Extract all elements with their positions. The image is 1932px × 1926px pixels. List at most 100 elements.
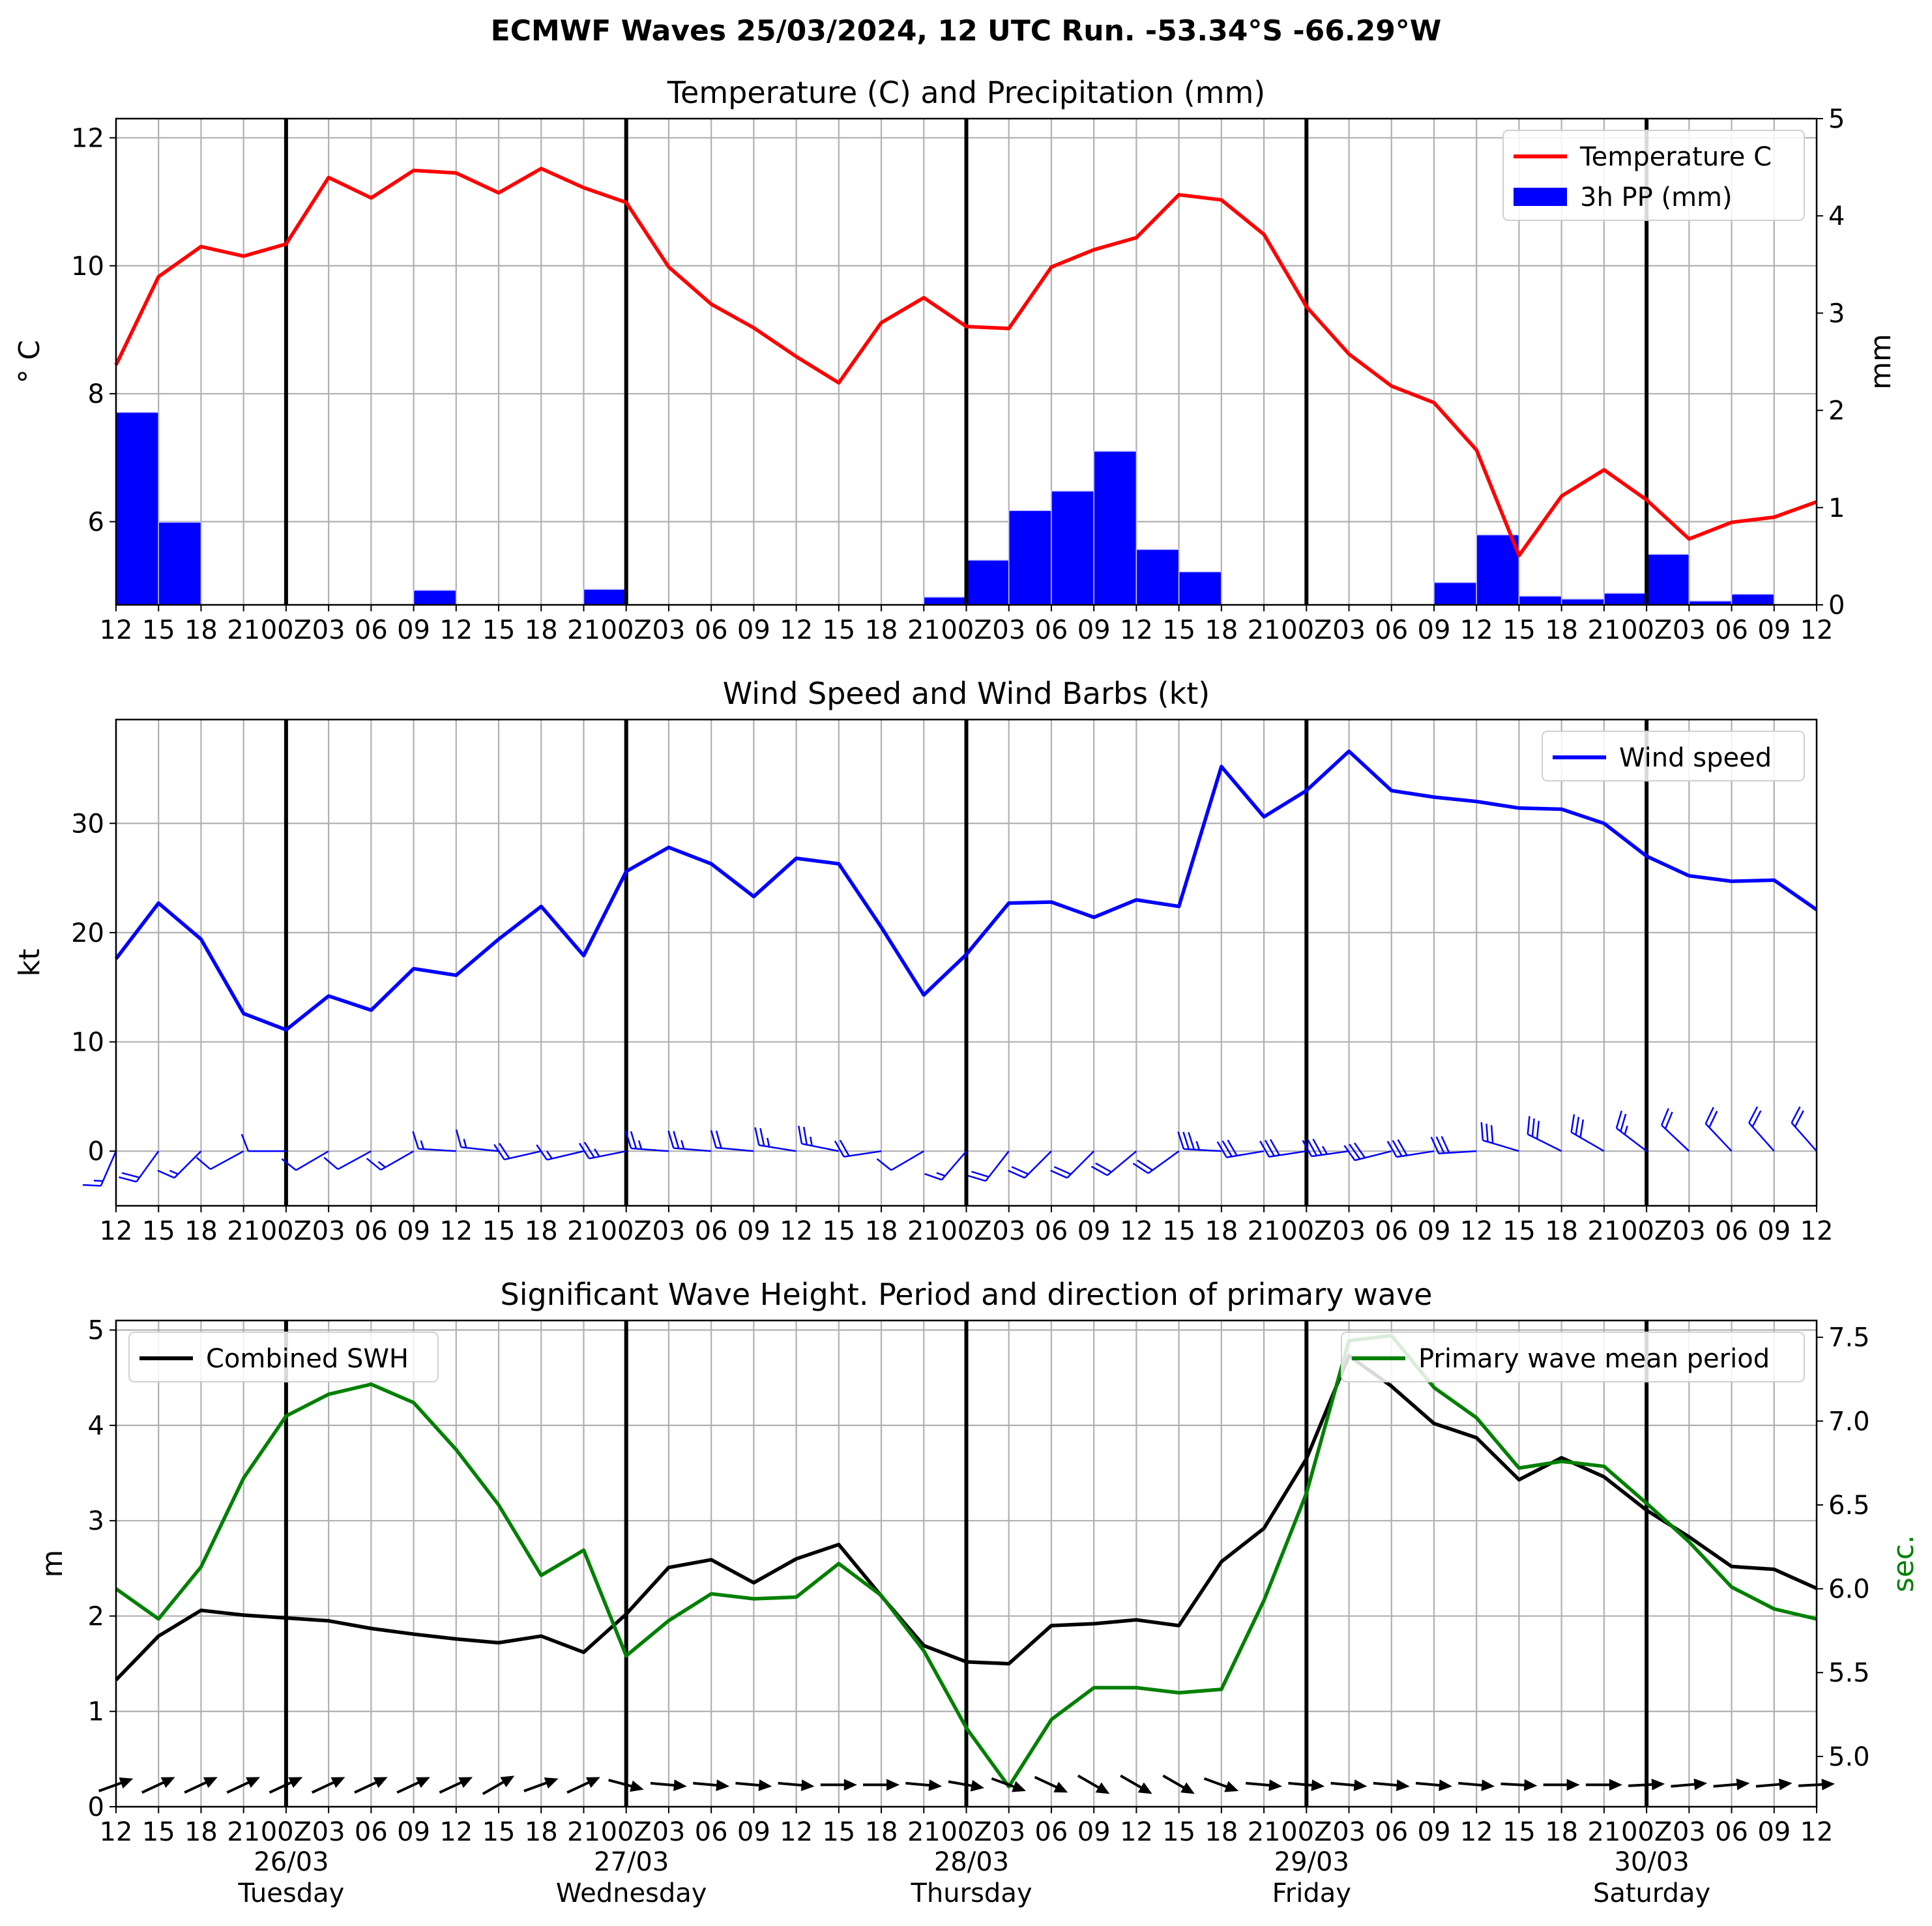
y2-tick-label: 2 (1828, 396, 1845, 426)
date-label: 29/03 (1274, 1847, 1349, 1877)
barb-shaft (890, 1150, 924, 1171)
barb-flag (498, 1143, 510, 1159)
x-tick-label: 18 (525, 1817, 558, 1847)
series-line (115, 1354, 1818, 1682)
x-tick-label: 06 (1375, 615, 1408, 645)
x-tick-label: 12 (780, 1817, 813, 1847)
x-tick-label: 06 (695, 1817, 728, 1847)
y-tick-label: 1 (88, 1697, 104, 1727)
y2-tick-label: 1 (1828, 493, 1845, 523)
wind-barb (667, 1130, 712, 1152)
y-tick-label: 2 (88, 1601, 104, 1631)
x-tick-label: 06 (1034, 615, 1068, 645)
arrow-head (1353, 1779, 1368, 1792)
arrow-shaft (948, 1780, 974, 1788)
arrow-shaft (1203, 1777, 1229, 1789)
x-tick-label: 06 (355, 615, 388, 645)
arrow-head (800, 1779, 815, 1792)
x-tick-label: 15 (1162, 1817, 1195, 1847)
barb-flag (936, 1172, 946, 1177)
precip-bar (923, 596, 967, 606)
arrow-shaft (566, 1780, 592, 1794)
y-tick-label: 0 (88, 1137, 104, 1167)
arrow-head (1821, 1778, 1835, 1790)
x-tick-label: 21 (567, 615, 600, 645)
wind-barb (1007, 1150, 1052, 1179)
barb-flag (1343, 1145, 1356, 1161)
arrow-head (330, 1777, 345, 1788)
x-tick-label: 21 (907, 1817, 941, 1847)
x-tick-label: 15 (822, 615, 855, 645)
y-tick-label: 10 (71, 1028, 104, 1058)
barb-flag (455, 1129, 462, 1148)
barb-flag (169, 1169, 179, 1175)
barb-flag (1188, 1131, 1195, 1150)
wave-direction-arrow (905, 1779, 943, 1792)
barb-flag (1430, 1136, 1440, 1154)
x-tick-label: 12 (100, 615, 133, 645)
barb-flag (876, 1158, 892, 1171)
barb-shaft (1354, 1150, 1392, 1161)
barb-flag (594, 1148, 600, 1158)
arrow-shaft (1034, 1775, 1059, 1790)
wind-barb (754, 1127, 797, 1152)
barb-shaft (1571, 1131, 1605, 1152)
wind-barb (876, 1150, 924, 1171)
barb-flag (715, 1130, 722, 1148)
barb-shaft (1024, 1150, 1052, 1179)
x-tick-label: 00Z (261, 1817, 312, 1847)
y2-tick-label: 7.0 (1828, 1407, 1870, 1437)
x-tick-label: 09 (1077, 1817, 1111, 1847)
x-tick-label: 09 (397, 615, 430, 645)
arrow-shaft (396, 1780, 422, 1794)
y2-tick-label: 5.0 (1828, 1742, 1870, 1772)
barb-flag (1624, 1126, 1628, 1135)
barb-flag (1095, 1162, 1112, 1173)
wave-direction-arrow (439, 1777, 473, 1794)
x-tick-label: 03 (992, 1817, 1025, 1847)
barb-flag (637, 1140, 643, 1150)
wind-barb (1343, 1142, 1392, 1161)
arrow-head (1693, 1778, 1708, 1790)
x-tick-label: 21 (1248, 1216, 1281, 1246)
barb-shaft (1791, 1122, 1817, 1152)
wind-barb (1705, 1107, 1733, 1152)
arrow-head (1095, 1782, 1110, 1794)
wind-barb (1527, 1116, 1562, 1152)
x-tick-label: 15 (822, 1216, 855, 1246)
precip-bar (1433, 581, 1477, 606)
wind-barb (624, 1130, 669, 1152)
arrow-shaft (482, 1779, 506, 1796)
barb-shaft (1661, 1124, 1690, 1152)
wave-direction-arrow (1458, 1779, 1495, 1792)
panel-title: Significant Wave Height. Period and dire… (501, 1277, 1433, 1312)
barb-flag (1353, 1142, 1366, 1159)
wind-barb (1386, 1139, 1435, 1158)
arrow-shaft (1246, 1781, 1272, 1787)
x-tick-label: 15 (482, 1817, 516, 1847)
x-tick-label: 06 (1034, 1817, 1068, 1847)
barb-flag (1536, 1120, 1540, 1139)
x-tick-label: 03 (312, 615, 345, 645)
wave-direction-arrow (735, 1779, 772, 1792)
x-tick-label: 15 (1502, 1216, 1536, 1246)
barb-shaft (716, 1146, 754, 1152)
barb-shaft (1748, 1122, 1775, 1152)
barb-flag (93, 1180, 104, 1182)
barb-flag (1322, 1146, 1328, 1155)
wave-direction-arrow (991, 1777, 1027, 1792)
arrow-head (970, 1779, 985, 1792)
x-tick-label: 06 (695, 1216, 728, 1246)
x-tick-label: 18 (525, 615, 558, 645)
y-tick-label: 4 (88, 1411, 104, 1441)
wave-direction-arrow (1755, 1778, 1793, 1790)
barb-shaft (1705, 1123, 1733, 1152)
x-tick-label: 12 (1800, 1817, 1834, 1847)
x-tick-label: 12 (1800, 615, 1834, 645)
x-tick-label: 03 (312, 1817, 345, 1847)
x-tick-label: 03 (1673, 615, 1706, 645)
barb-shaft (985, 1150, 1010, 1182)
wind-barb (578, 1141, 626, 1160)
x-tick-label: 15 (142, 1216, 175, 1246)
x-tick-label: 12 (100, 1817, 133, 1847)
